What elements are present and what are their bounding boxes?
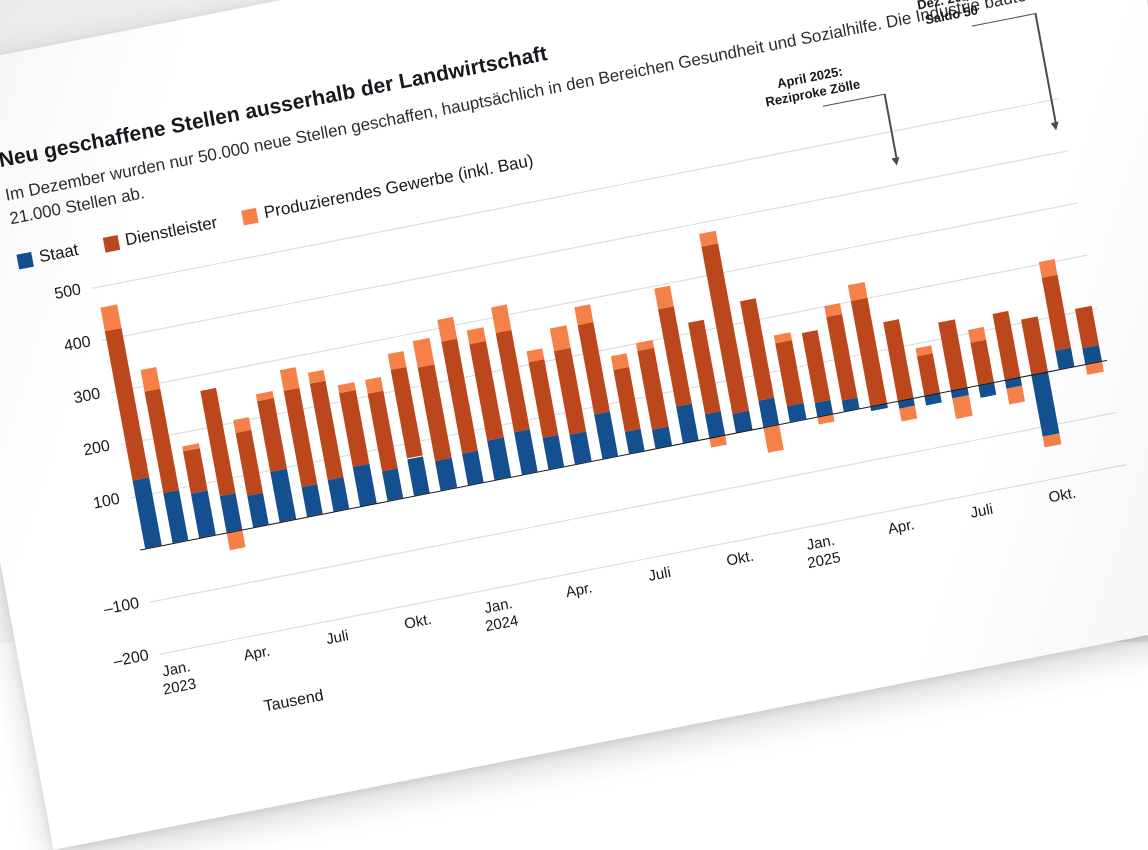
bar-segment — [898, 405, 918, 422]
bar-segment — [270, 469, 296, 522]
bar-segment — [675, 403, 699, 443]
bar-segment — [219, 492, 243, 533]
legend-swatch-icon — [241, 207, 259, 225]
x-axis-tick-label: Okt. — [725, 547, 756, 570]
x-axis-tick-label: Okt. — [402, 610, 434, 633]
bar-segment — [1031, 371, 1060, 438]
legend-label: Staat — [37, 239, 80, 267]
bar-segment — [528, 358, 559, 438]
bar-segment — [704, 410, 726, 438]
bar-segment — [367, 390, 398, 472]
bar-segment — [513, 429, 538, 475]
bar-segment — [413, 338, 435, 368]
bar-segment — [826, 313, 858, 401]
y-axis-tick-label: 500 — [53, 281, 83, 304]
bar-segment — [390, 366, 424, 459]
legend-item-1: Dienstleister — [102, 213, 219, 255]
bar-segment — [1043, 433, 1062, 448]
bar-segment — [353, 463, 377, 506]
y-axis-tick-label: 100 — [91, 490, 122, 513]
bar-segment — [593, 411, 619, 459]
bar-segment — [301, 484, 323, 517]
bar-segment — [257, 398, 287, 473]
bar-segment — [848, 282, 868, 302]
y-axis-tick-label: 300 — [72, 385, 102, 408]
x-axis-tick-label: Apr. — [886, 516, 916, 538]
x-axis-tick-label: Apr. — [242, 642, 272, 665]
bar-segment — [435, 458, 457, 491]
legend-swatch-icon — [16, 251, 34, 270]
x-axis-tick-label: Juli — [647, 563, 673, 585]
bar-segment — [190, 490, 216, 538]
bar-segment — [387, 351, 407, 371]
bar-segment — [418, 364, 452, 462]
bar-segment — [952, 394, 973, 419]
y-axis-tick-label: 200 — [82, 437, 112, 460]
bar-segment — [461, 450, 484, 485]
bar-segment — [554, 348, 586, 436]
bar-segment — [637, 348, 669, 430]
bar-segment — [688, 319, 722, 415]
bar-segment — [758, 397, 780, 427]
bar-segment — [183, 448, 208, 494]
bar-segment — [132, 477, 162, 549]
bar-segment — [1075, 305, 1099, 349]
bar-segment — [140, 367, 161, 392]
x-axis-tick-label: Jan. 2025 — [805, 531, 842, 572]
bar-segment — [235, 429, 264, 496]
bar-segment — [1021, 316, 1048, 375]
bar-segment — [992, 311, 1021, 380]
x-axis-tick-label: Jan. 2023 — [160, 658, 198, 699]
bar-segment — [339, 390, 370, 467]
bar-segment — [573, 303, 594, 326]
legend-swatch-icon — [102, 234, 120, 253]
x-axis-tick-label: Jan. 2024 — [483, 594, 520, 636]
bar-segment — [247, 492, 270, 528]
bar-segment — [938, 319, 968, 391]
bar-segment — [882, 319, 914, 401]
bar-segment — [775, 340, 804, 407]
bar-segment — [490, 304, 512, 334]
bar-segment — [100, 304, 122, 332]
y-axis-unit-label: Tausend — [262, 687, 325, 716]
bar-segment — [469, 340, 504, 441]
bar-segment — [577, 322, 610, 415]
bar-segment — [437, 317, 458, 342]
bar-segment — [1006, 385, 1026, 405]
y-axis-tick-label: 400 — [62, 333, 93, 356]
bar-segment — [763, 423, 784, 454]
bar-segment — [916, 353, 941, 396]
legend-item-0: Staat — [16, 240, 80, 272]
bar-segment — [569, 431, 592, 464]
bar-segment — [1038, 258, 1058, 278]
bar-segment — [327, 476, 350, 512]
x-axis-tick-label: Juli — [324, 627, 351, 649]
x-axis-tick-label: Okt. — [1047, 484, 1078, 507]
bar-segment — [309, 380, 344, 480]
bar-segment — [801, 329, 831, 404]
bar-segment — [279, 367, 300, 392]
bar-segment — [613, 366, 642, 433]
bar-segment — [657, 306, 692, 407]
bar-segment — [542, 434, 565, 470]
bar-segment — [487, 437, 511, 480]
bar-segment — [653, 285, 674, 310]
bar-segment — [381, 468, 404, 501]
bar-segment — [970, 339, 994, 385]
x-axis-tick-label: Apr. — [564, 579, 594, 602]
bar-segment — [283, 387, 318, 488]
bar-segment — [549, 324, 571, 352]
x-axis-tick-label: Juli — [969, 500, 995, 522]
bar-segment — [407, 455, 431, 496]
bar-segment — [163, 490, 189, 543]
legend-label: Dienstleister — [123, 212, 219, 250]
y-axis-tick-label: –200 — [112, 646, 151, 671]
bar-segment — [1041, 274, 1072, 351]
y-axis-tick-label: –100 — [102, 594, 141, 619]
